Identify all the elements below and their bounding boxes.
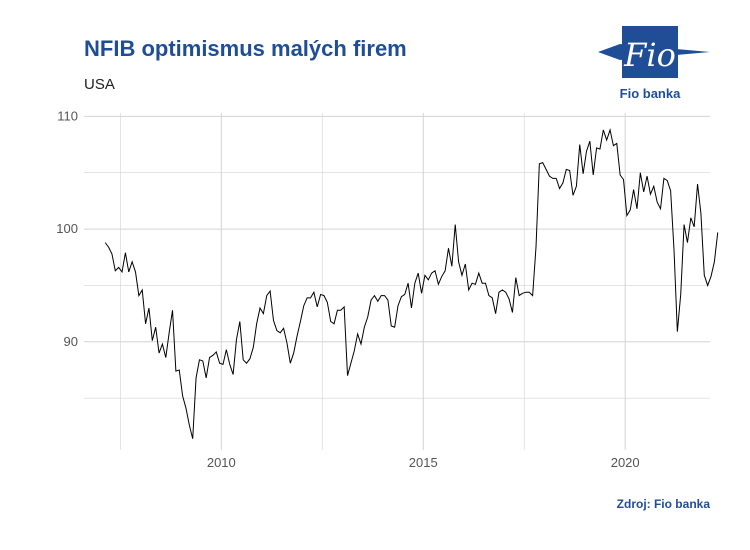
- grid-minor: [84, 113, 710, 450]
- x-tick-label: 2010: [207, 455, 236, 470]
- fio-banka-logo: Fio Fio banka: [598, 26, 710, 101]
- chart-subtitle: USA: [84, 76, 115, 93]
- x-tick-label: 2020: [611, 455, 640, 470]
- y-tick-label: 90: [64, 334, 78, 349]
- y-axis-ticks: 90 100 110: [56, 108, 78, 348]
- chart-title: NFIB optimismus malých firem: [84, 36, 407, 61]
- grid-major: [84, 113, 710, 450]
- logo-text: Fio: [623, 36, 676, 74]
- series-line: [104, 128, 719, 439]
- logo-caption: Fio banka: [620, 86, 681, 101]
- y-tick-label: 100: [56, 221, 78, 236]
- x-axis-ticks: 2010 2015 2020: [207, 455, 640, 470]
- source-note: Zdroj: Fio banka: [616, 497, 710, 511]
- y-tick-label: 110: [57, 108, 78, 123]
- x-tick-label: 2015: [409, 455, 438, 470]
